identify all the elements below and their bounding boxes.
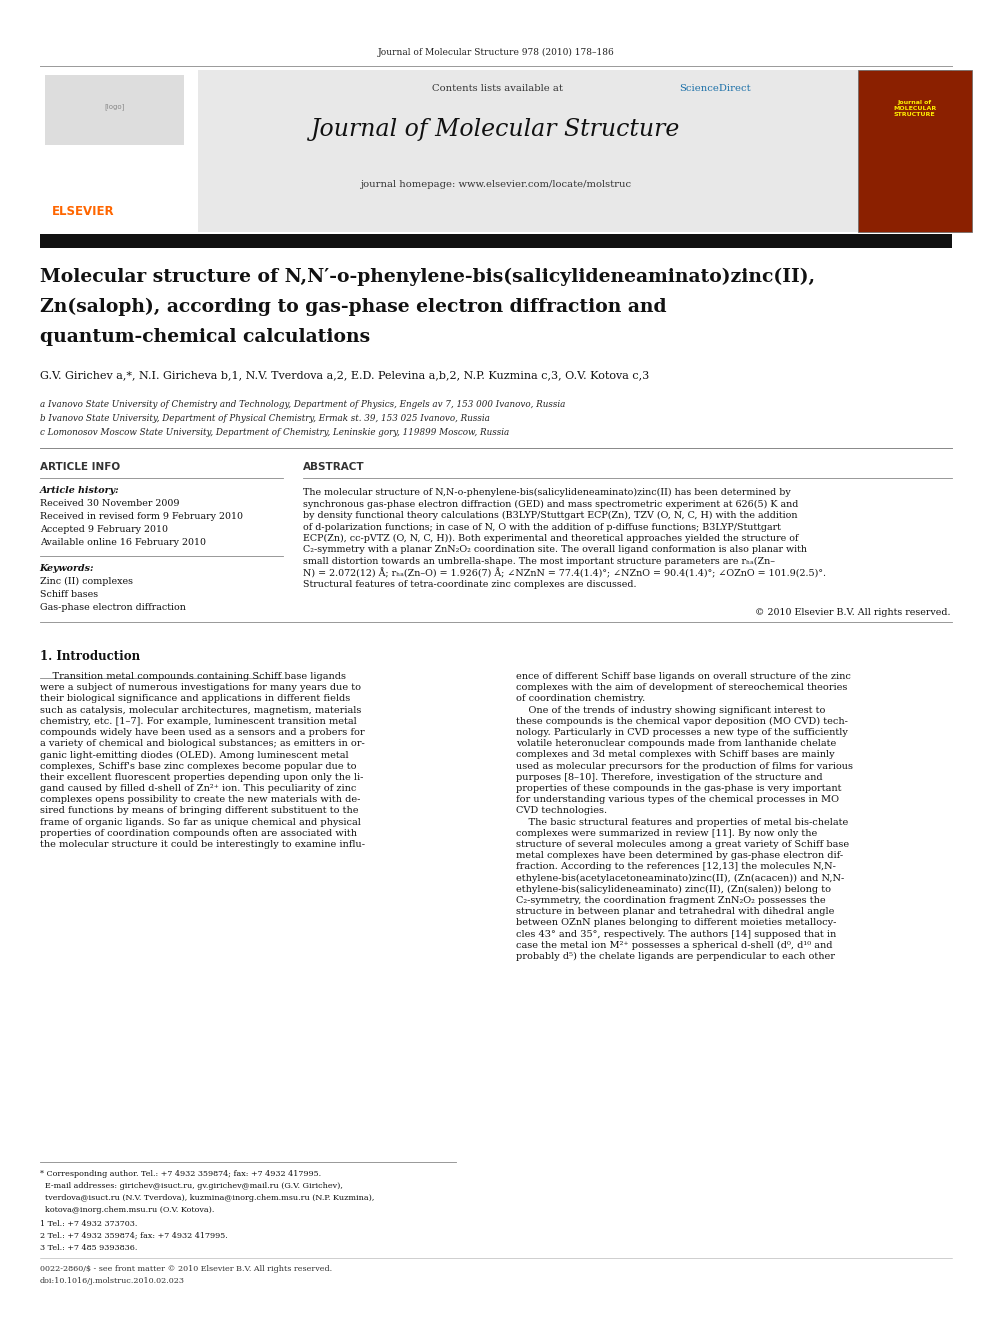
Text: complexes with the aim of development of stereochemical theories: complexes with the aim of development of…	[516, 683, 847, 692]
Text: E-mail addresses: girichev@isuct.ru, gv.girichev@mail.ru (G.V. Girichev),: E-mail addresses: girichev@isuct.ru, gv.…	[40, 1181, 342, 1189]
Text: Gas-phase electron diffraction: Gas-phase electron diffraction	[40, 603, 186, 613]
Text: Received in revised form 9 February 2010: Received in revised form 9 February 2010	[40, 512, 243, 521]
Text: sired functions by means of bringing different substituent to the: sired functions by means of bringing dif…	[40, 807, 358, 815]
Bar	[40, 70, 952, 232]
Text: Journal of Molecular Structure 978 (2010) 178–186: Journal of Molecular Structure 978 (2010…	[378, 48, 614, 57]
Text: © 2010 Elsevier B.V. All rights reserved.: © 2010 Elsevier B.V. All rights reserved…	[755, 609, 950, 617]
Text: cles 43° and 35°, respectively. The authors [14] supposed that in: cles 43° and 35°, respectively. The auth…	[516, 930, 836, 938]
Text: gand caused by filled d-shell of Zn²⁺ ion. This peculiarity of zinc: gand caused by filled d-shell of Zn²⁺ io…	[40, 785, 356, 792]
Text: properties of these compounds in the gas-phase is very important: properties of these compounds in the gas…	[516, 785, 841, 792]
Text: The basic structural features and properties of metal bis-chelate: The basic structural features and proper…	[516, 818, 848, 827]
Text: of coordination chemistry.: of coordination chemistry.	[516, 695, 645, 704]
Text: ScienceDirect: ScienceDirect	[680, 83, 751, 93]
Text: Zn(saloph), according to gas-phase electron diffraction and: Zn(saloph), according to gas-phase elect…	[40, 298, 667, 316]
Text: chemistry, etc. [1–7]. For example, luminescent transition metal: chemistry, etc. [1–7]. For example, lumi…	[40, 717, 356, 726]
Text: compounds widely have been used as a sensors and a probers for: compounds widely have been used as a sen…	[40, 728, 364, 737]
Text: doi:10.1016/j.molstruc.2010.02.023: doi:10.1016/j.molstruc.2010.02.023	[40, 1277, 185, 1285]
Text: Received 30 November 2009: Received 30 November 2009	[40, 499, 180, 508]
Text: One of the trends of industry showing significant interest to: One of the trends of industry showing si…	[516, 705, 825, 714]
Text: Accepted 9 February 2010: Accepted 9 February 2010	[40, 525, 168, 534]
Text: for understanding various types of the chemical processes in MO: for understanding various types of the c…	[516, 795, 839, 804]
Bar	[40, 234, 952, 247]
Text: nology. Particularly in CVD processes a new type of the sufficiently: nology. Particularly in CVD processes a …	[516, 728, 848, 737]
Text: a variety of chemical and biological substances; as emitters in or-: a variety of chemical and biological sub…	[40, 740, 364, 749]
Text: probably d⁵) the chelate ligands are perpendicular to each other: probably d⁵) the chelate ligands are per…	[516, 953, 835, 960]
Text: synchronous gas-phase electron diffraction (GED) and mass spectrometric experime: synchronous gas-phase electron diffracti…	[303, 500, 798, 508]
Text: ARTICLE INFO: ARTICLE INFO	[40, 462, 120, 472]
Text: ELSEVIER: ELSEVIER	[52, 205, 114, 218]
Text: ethylene-bis(acetylacetoneaminato)zinc(II), (Zn(acacen)) and N,N-: ethylene-bis(acetylacetoneaminato)zinc(I…	[516, 873, 844, 882]
Text: complexes were summarized in review [11]. By now only the: complexes were summarized in review [11]…	[516, 828, 817, 837]
Text: 2 Tel.: +7 4932 359874; fax: +7 4932 417995.: 2 Tel.: +7 4932 359874; fax: +7 4932 417…	[40, 1232, 227, 1240]
Text: metal complexes have been determined by gas-phase electron dif-: metal complexes have been determined by …	[516, 851, 843, 860]
Text: Keywords:: Keywords:	[40, 564, 94, 573]
Text: The molecular structure of N,N-o-phenylene-bis(salicylideneaminato)zinc(II) has : The molecular structure of N,N-o-phenyle…	[303, 488, 791, 497]
Text: complexes opens possibility to create the new materials with de-: complexes opens possibility to create th…	[40, 795, 360, 804]
Text: quantum-chemical calculations: quantum-chemical calculations	[40, 328, 370, 347]
Bar	[40, 70, 198, 232]
Bar	[45, 75, 184, 146]
Text: C₂-symmetry, the coordination fragment ZnN₂O₂ possesses the: C₂-symmetry, the coordination fragment Z…	[516, 896, 825, 905]
Text: structure in between planar and tetrahedral with dihedral angle: structure in between planar and tetrahed…	[516, 908, 834, 917]
Text: their biological significance and applications in different fields: their biological significance and applic…	[40, 695, 350, 704]
Text: their excellent fluorescent properties depending upon only the li-: their excellent fluorescent properties d…	[40, 773, 363, 782]
Text: Available online 16 February 2010: Available online 16 February 2010	[40, 538, 205, 546]
Text: frame of organic ligands. So far as unique chemical and physical: frame of organic ligands. So far as uniq…	[40, 818, 360, 827]
Text: complexes, Schiff's base zinc complexes become popular due to: complexes, Schiff's base zinc complexes …	[40, 762, 356, 770]
Text: 1. Introduction: 1. Introduction	[40, 650, 140, 663]
Text: Contents lists available at: Contents lists available at	[432, 83, 565, 93]
Text: properties of coordination compounds often are associated with: properties of coordination compounds oft…	[40, 828, 357, 837]
Text: structure of several molecules among a great variety of Schiff base: structure of several molecules among a g…	[516, 840, 849, 849]
Text: ganic light-emitting diodes (OLED). Among luminescent metal: ganic light-emitting diodes (OLED). Amon…	[40, 750, 348, 759]
Text: b Ivanovo State University, Department of Physical Chemistry, Ermak st. 39, 153 : b Ivanovo State University, Department o…	[40, 414, 490, 423]
Text: Journal of Molecular Structure: Journal of Molecular Structure	[311, 118, 681, 142]
Text: 0022-2860/$ - see front matter © 2010 Elsevier B.V. All rights reserved.: 0022-2860/$ - see front matter © 2010 El…	[40, 1265, 331, 1273]
Text: 1 Tel.: +7 4932 373703.: 1 Tel.: +7 4932 373703.	[40, 1220, 137, 1228]
Bar	[858, 70, 972, 232]
Text: journal homepage: www.elsevier.com/locate/molstruc: journal homepage: www.elsevier.com/locat…	[360, 180, 632, 189]
Text: Schiff bases: Schiff bases	[40, 590, 98, 599]
Text: were a subject of numerous investigations for many years due to: were a subject of numerous investigation…	[40, 683, 361, 692]
Text: Article history:: Article history:	[40, 486, 119, 495]
Text: Zinc (II) complexes: Zinc (II) complexes	[40, 577, 133, 586]
Text: Molecular structure of N,N′-o-phenylene-bis(salicylideneaminato)zinc(II),: Molecular structure of N,N′-o-phenylene-…	[40, 269, 814, 286]
Text: a Ivanovo State University of Chemistry and Technology, Department of Physics, E: a Ivanovo State University of Chemistry …	[40, 400, 565, 409]
Text: purposes [8–10]. Therefore, investigation of the structure and: purposes [8–10]. Therefore, investigatio…	[516, 773, 822, 782]
Text: complexes and 3d metal complexes with Schiff bases are mainly: complexes and 3d metal complexes with Sc…	[516, 750, 834, 759]
Text: between OZnN planes belonging to different moieties metallocy-: between OZnN planes belonging to differe…	[516, 918, 836, 927]
Text: ABSTRACT: ABSTRACT	[303, 462, 364, 472]
Text: volatile heteronuclear compounds made from lanthanide chelate: volatile heteronuclear compounds made fr…	[516, 740, 836, 749]
Text: kotova@inorg.chem.msu.ru (O.V. Kotova).: kotova@inorg.chem.msu.ru (O.V. Kotova).	[40, 1207, 214, 1215]
Text: such as catalysis, molecular architectures, magnetism, materials: such as catalysis, molecular architectur…	[40, 705, 361, 714]
Text: of d-polarization functions; in case of N, O with the addition of p-diffuse func: of d-polarization functions; in case of …	[303, 523, 781, 532]
Text: these compounds is the chemical vapor deposition (MO CVD) tech-: these compounds is the chemical vapor de…	[516, 717, 848, 726]
Text: G.V. Girichev a,*, N.I. Giricheva b,1, N.V. Tverdova a,2, E.D. Pelevina a,b,2, N: G.V. Girichev a,*, N.I. Giricheva b,1, N…	[40, 370, 649, 380]
Text: * Corresponding author. Tel.: +7 4932 359874; fax: +7 4932 417995.: * Corresponding author. Tel.: +7 4932 35…	[40, 1170, 320, 1177]
Text: Structural features of tetra-coordinate zinc complexes are discussed.: Structural features of tetra-coordinate …	[303, 579, 636, 589]
Text: ence of different Schiff base ligands on overall structure of the zinc: ence of different Schiff base ligands on…	[516, 672, 851, 681]
Text: ECP(Zn), cc-pVTZ (O, N, C, H)). Both experimental and theoretical approaches yie: ECP(Zn), cc-pVTZ (O, N, C, H)). Both exp…	[303, 534, 798, 544]
Text: small distortion towards an umbrella-shape. The most important structure paramet: small distortion towards an umbrella-sha…	[303, 557, 775, 566]
Text: 3 Tel.: +7 485 9393836.: 3 Tel.: +7 485 9393836.	[40, 1244, 137, 1252]
Text: case the metal ion M²⁺ possesses a spherical d-shell (d⁰, d¹⁰ and: case the metal ion M²⁺ possesses a spher…	[516, 941, 832, 950]
Text: c Lomonosov Moscow State University, Department of Chemistry, Leninskie gory, 11: c Lomonosov Moscow State University, Dep…	[40, 429, 509, 437]
Text: Journal of
MOLECULAR
STRUCTURE: Journal of MOLECULAR STRUCTURE	[893, 101, 936, 118]
Text: by density functional theory calculations (B3LYP/Stuttgart ECP(Zn), TZV (O, N, C: by density functional theory calculation…	[303, 511, 797, 520]
Text: [logo]: [logo]	[104, 103, 124, 110]
Text: tverdova@isuct.ru (N.V. Tverdova), kuzmina@inorg.chem.msu.ru (N.P. Kuzmina),: tverdova@isuct.ru (N.V. Tverdova), kuzmi…	[40, 1193, 374, 1203]
Text: N) = 2.072(12) Å; rₕₐ(Zn–O) = 1.926(7) Å; ∠NZnN = 77.4(1.4)°; ∠NZnO = 90.4(1.4)°: N) = 2.072(12) Å; rₕₐ(Zn–O) = 1.926(7) Å…	[303, 569, 825, 579]
Text: Transition metal compounds containing Schiff base ligands: Transition metal compounds containing Sc…	[40, 672, 345, 681]
Text: the molecular structure it could be interestingly to examine influ-: the molecular structure it could be inte…	[40, 840, 365, 849]
Text: CVD technologies.: CVD technologies.	[516, 807, 607, 815]
Text: fraction. According to the references [12,13] the molecules N,N-: fraction. According to the references [1…	[516, 863, 835, 872]
Text: used as molecular precursors for the production of films for various: used as molecular precursors for the pro…	[516, 762, 853, 770]
Text: ethylene-bis(salicylideneaminato) zinc(II), (Zn(salen)) belong to: ethylene-bis(salicylideneaminato) zinc(I…	[516, 885, 831, 894]
Text: C₂-symmetry with a planar ZnN₂O₂ coordination site. The overall ligand conformat: C₂-symmetry with a planar ZnN₂O₂ coordin…	[303, 545, 806, 554]
